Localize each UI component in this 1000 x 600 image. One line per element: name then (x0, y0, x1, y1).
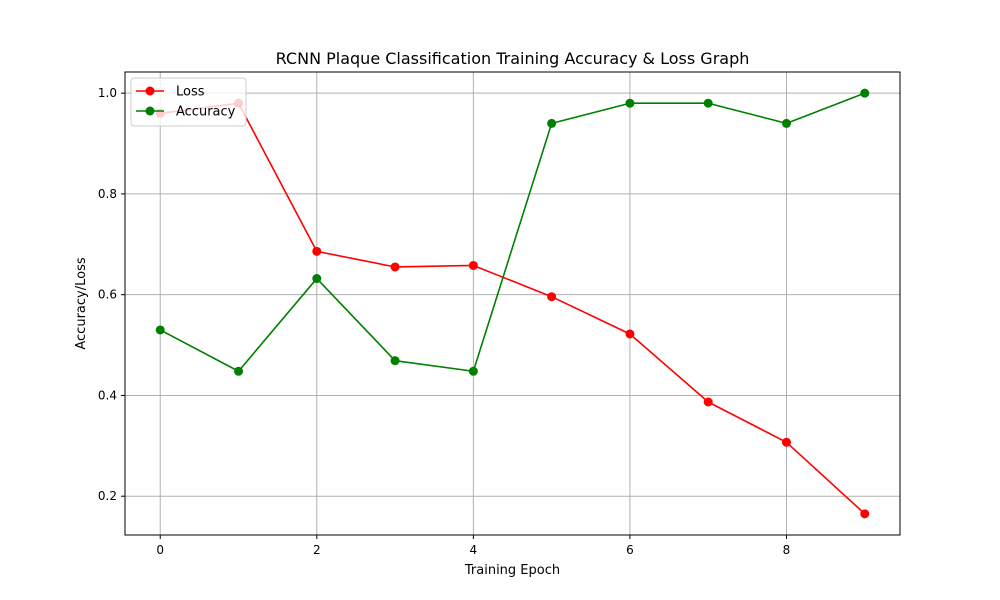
legend-label: Accuracy (176, 105, 236, 120)
accuracy-point (860, 88, 870, 98)
y-tick-label: 0.6 (98, 288, 117, 302)
accuracy-point (234, 366, 244, 376)
x-tick-label: 2 (313, 543, 321, 557)
loss-point (547, 292, 557, 302)
loss-line (160, 102, 866, 515)
accuracy-point (390, 356, 400, 366)
legend-frame (130, 77, 247, 127)
axes-frame (124, 71, 901, 536)
loss-point (703, 397, 713, 407)
loss-point (781, 437, 791, 447)
x-tick-label: 4 (470, 543, 478, 557)
accuracy-point (781, 118, 791, 128)
y-tick-label: 0.8 (98, 187, 117, 201)
legend-item-loss: Loss (136, 85, 205, 100)
legend: Loss Accuracy (130, 77, 247, 127)
accuracy-point (703, 98, 713, 108)
y-axis-label: Accuracy/Loss (74, 257, 89, 349)
loss-point (468, 260, 478, 270)
chart-title: RCNN Plaque Classification Training Accu… (276, 49, 750, 68)
accuracy-point (625, 98, 635, 108)
accuracy-line (159, 92, 866, 373)
y-tick-label: 0.4 (98, 388, 117, 402)
loss-point (390, 262, 400, 272)
x-tick-label: 0 (156, 543, 164, 557)
grid (125, 72, 900, 535)
loss-point (312, 246, 322, 256)
legend-label: Loss (176, 85, 205, 100)
accuracy-point (312, 274, 322, 284)
accuracy-point (155, 325, 165, 335)
x-axis-label: Training Epoch (464, 563, 560, 578)
plot-series (155, 88, 870, 519)
accuracy-point (468, 366, 478, 376)
legend-item-accuracy: Accuracy (136, 105, 236, 120)
x-tick-label: 8 (783, 543, 791, 557)
loss-point (860, 509, 870, 519)
x-tick-label: 6 (626, 543, 634, 557)
axis-ticks: 0 2 4 6 8 0.2 0.4 0.6 0.8 1.0 (98, 86, 790, 557)
loss-point (625, 329, 635, 339)
y-tick-label: 1.0 (98, 86, 117, 100)
y-tick-label: 0.2 (98, 489, 117, 503)
loss-series (155, 98, 870, 519)
accuracy-series (155, 88, 870, 376)
accuracy-point (547, 118, 557, 128)
legend-swatch-marker (145, 106, 155, 116)
legend-swatch-marker (145, 86, 155, 96)
